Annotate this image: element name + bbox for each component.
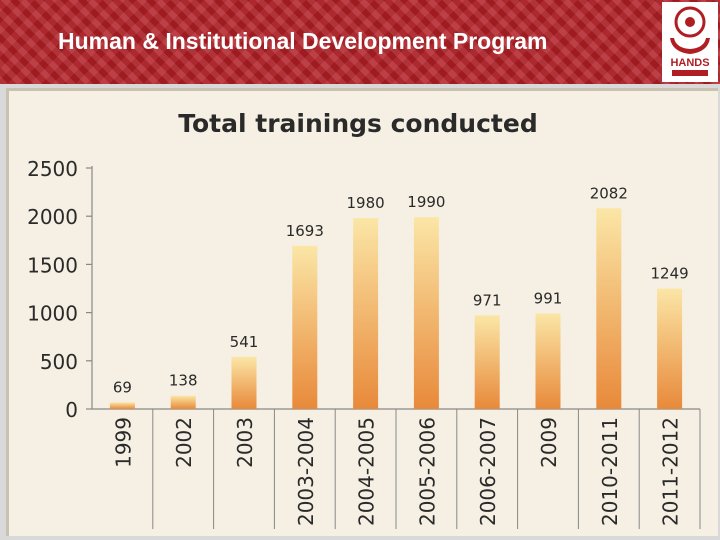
data-label: 1249	[651, 265, 689, 283]
bar	[657, 288, 683, 409]
y-tick-label: 500	[40, 350, 78, 374]
x-tick-label: 2004-2005	[355, 417, 379, 526]
x-tick-label: 1999	[111, 417, 135, 468]
data-label: 971	[473, 291, 502, 309]
bar-series	[109, 208, 683, 409]
bar	[292, 245, 318, 409]
data-label: 1980	[347, 194, 385, 212]
x-axis-tick-labels: 1999 2002 2003 2003-2004 2004-2005 2005-2006 2…	[111, 417, 682, 526]
bar-chart: Total trainings conducted 69 138 541 1693 19…	[27, 109, 701, 529]
header-banner: Human & Institutional Development Progra…	[0, 0, 720, 84]
page-title: Human & Institutional Development Progra…	[58, 28, 548, 54]
y-tick-label: 2000	[27, 205, 78, 229]
x-tick-label: 2002	[172, 417, 196, 468]
y-tick-label: 1000	[27, 302, 78, 326]
chart-title: Total trainings conducted	[178, 109, 537, 138]
y-axis-tick-labels: 0 500 1000 1500 2000 2500	[27, 157, 78, 422]
bar	[353, 218, 379, 409]
y-tick-label: 2500	[27, 157, 78, 181]
x-tick-label: 2011-2012	[659, 417, 683, 526]
bar	[170, 395, 196, 409]
bar	[413, 217, 439, 409]
data-label: 541	[230, 333, 259, 351]
data-labels: 69 138 541 1693 1980 1990 971 991 2082 1249	[113, 184, 689, 396]
hands-logo: HANDS	[662, 2, 718, 82]
x-tick-label: 2005-2006	[415, 417, 439, 526]
data-label: 1693	[286, 222, 324, 240]
bar	[596, 208, 622, 409]
x-tick-label: 2003	[233, 417, 257, 468]
bar	[535, 313, 561, 409]
x-tick-label: 2003-2004	[294, 417, 318, 526]
x-tick-label: 2006-2007	[476, 417, 500, 526]
data-label: 991	[534, 289, 563, 307]
data-label: 138	[169, 372, 198, 390]
data-label: 1990	[407, 193, 445, 211]
data-label: 2082	[590, 184, 628, 202]
x-tick-label: 2009	[537, 417, 561, 468]
data-label: 69	[113, 378, 132, 396]
bar	[474, 315, 500, 409]
bar	[109, 402, 135, 409]
logo-text: HANDS	[670, 57, 709, 69]
x-tick-label: 2010-2011	[598, 417, 622, 526]
y-tick-label: 1500	[27, 253, 78, 277]
bar	[231, 356, 257, 409]
y-tick-label: 0	[65, 398, 78, 422]
